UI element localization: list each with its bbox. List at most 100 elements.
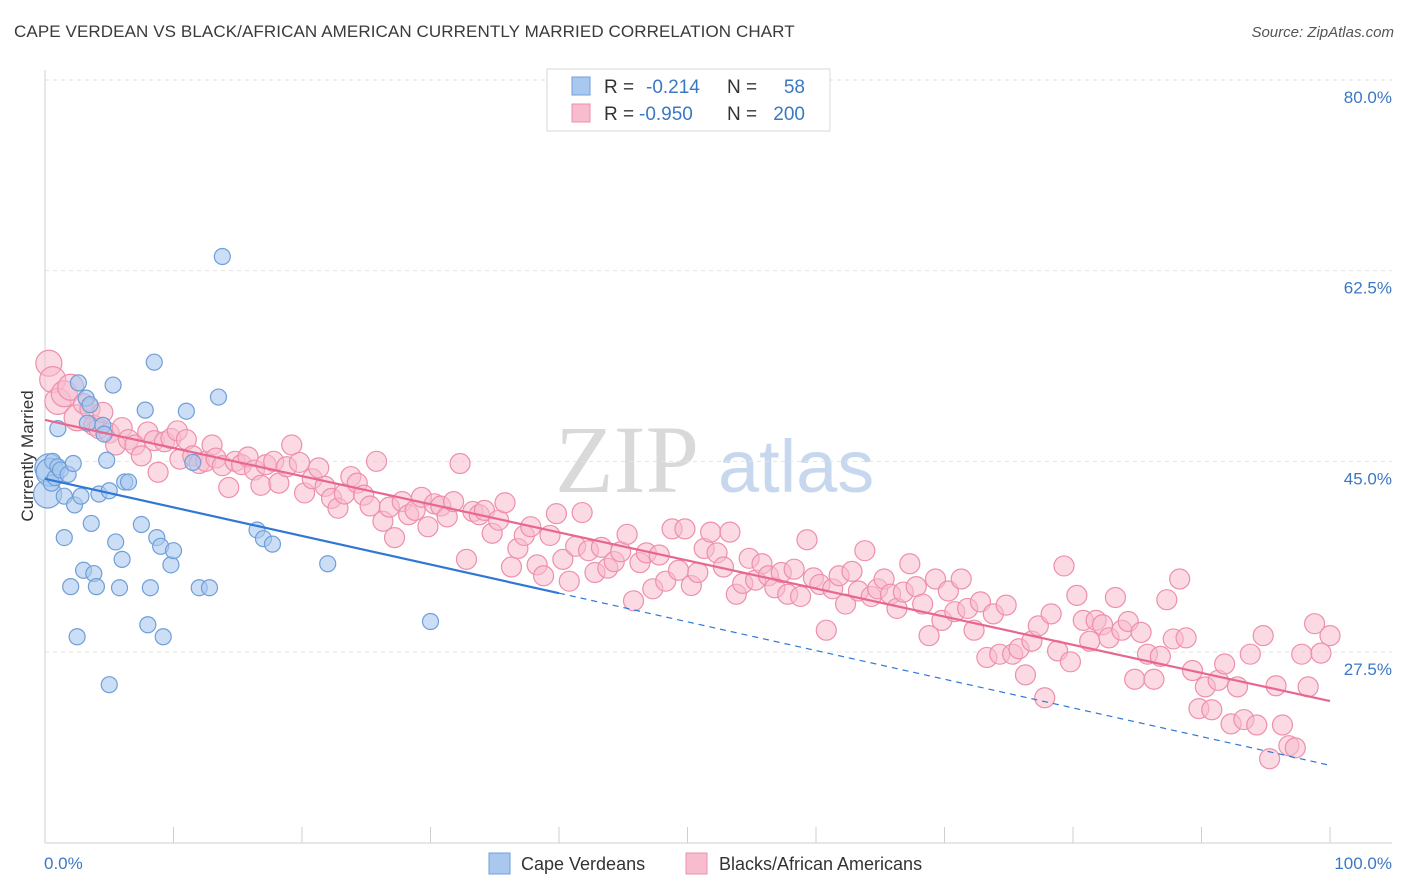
pink-point <box>1169 568 1191 590</box>
pink-point <box>218 476 240 499</box>
blue-point <box>164 542 183 560</box>
pink-point <box>147 461 169 483</box>
chart-title: CAPE VERDEAN VS BLACK/AFRICAN AMERICAN C… <box>14 22 795 41</box>
black-african-american-points <box>35 349 1341 770</box>
blue-point <box>113 550 131 568</box>
pink-point <box>1265 675 1287 697</box>
blue-point <box>141 579 159 597</box>
legend-n-label-pink: N = <box>727 104 757 125</box>
legend-swatch-black-african-americans <box>685 852 708 875</box>
pink-point <box>281 434 303 456</box>
trend-lines <box>44 418 1331 766</box>
blue-point <box>100 676 118 694</box>
pink-point <box>1149 645 1171 667</box>
pink-point <box>449 452 471 475</box>
pink-point <box>841 560 863 582</box>
legend-swatch-blue <box>571 76 591 96</box>
pink-point <box>1303 613 1326 635</box>
pink-point <box>1130 621 1152 643</box>
pink-point <box>558 570 580 592</box>
pink-point <box>1040 603 1062 625</box>
y-tick-labels: 27.5% 45.0% 62.5% 80.0% <box>1344 88 1392 679</box>
pink-point <box>1143 668 1165 690</box>
blue-point <box>68 628 86 646</box>
blue-point <box>209 388 228 406</box>
pink-point <box>383 526 406 549</box>
pink-point <box>1214 653 1236 675</box>
pink-point <box>500 556 523 578</box>
watermark-zip: ZIP <box>555 406 699 513</box>
blue-point <box>177 402 195 420</box>
pink-point <box>1124 668 1146 690</box>
stats-legend-box <box>546 68 831 132</box>
pink-point <box>1291 643 1313 665</box>
pink-point <box>1284 737 1306 759</box>
blue-point <box>421 612 440 631</box>
legend-n-value-pink: 200 <box>773 104 805 125</box>
blue-point <box>263 535 282 553</box>
blue-trend-line <box>44 477 560 595</box>
legend-r-label-blue: R = <box>604 77 634 98</box>
pink-point <box>854 540 876 562</box>
pink-point <box>1259 748 1281 770</box>
legend-r-value-blue: -0.214 <box>646 77 700 98</box>
blue-point <box>139 616 157 634</box>
pink-point <box>250 474 272 496</box>
pink-point <box>1104 586 1127 609</box>
blue-point <box>119 473 138 491</box>
cape-verdean-points <box>32 247 440 694</box>
blue-point <box>319 555 337 573</box>
pink-point <box>365 450 388 472</box>
pink-point <box>783 558 805 580</box>
pink-point <box>552 548 574 570</box>
pink-point <box>950 568 972 590</box>
pink-point <box>571 501 593 524</box>
pink-point <box>1271 714 1294 736</box>
blue-point <box>136 401 154 419</box>
pink-point <box>674 518 696 540</box>
pink-point <box>545 503 568 525</box>
blue-point <box>154 628 172 646</box>
pink-point <box>1156 589 1178 611</box>
y-tick-label-3: 80.0% <box>1344 88 1392 107</box>
pink-point <box>1239 643 1261 665</box>
x-tick-label-min: 0.0% <box>44 854 83 873</box>
blue-point <box>82 514 100 533</box>
pink-point <box>417 516 439 538</box>
pink-point <box>532 565 555 587</box>
blue-point <box>200 579 219 597</box>
blue-point <box>213 247 231 266</box>
pink-point <box>1014 664 1037 686</box>
pink-point <box>1319 625 1341 647</box>
source-credit: Source: ZipAtlas.com <box>1251 24 1394 41</box>
blue-point <box>69 374 88 392</box>
pink-point <box>1053 555 1075 577</box>
pink-point <box>443 491 465 513</box>
pink-point <box>815 619 837 641</box>
pink-point <box>899 553 921 575</box>
blue-point <box>81 396 99 414</box>
pink-point <box>1059 651 1082 673</box>
pink-point <box>130 445 152 467</box>
pink-point <box>719 521 741 543</box>
series-legend: Cape Verdeans Blacks/African Americans <box>488 852 922 875</box>
legend-r-label-pink: R = <box>604 104 634 125</box>
y-tick-label-2: 62.5% <box>1344 279 1392 298</box>
blue-point <box>87 578 106 596</box>
y-tick-label-1: 45.0% <box>1344 469 1392 488</box>
blue-point <box>64 454 82 473</box>
x-tick-label-max: 100.0% <box>1334 854 1392 873</box>
blue-point <box>98 451 116 469</box>
pink-point <box>789 585 812 608</box>
pink-point <box>700 521 722 543</box>
watermark-atlas: atlas <box>718 425 874 508</box>
blue-point <box>107 533 125 551</box>
blue-point <box>184 453 202 472</box>
blue-point <box>55 528 73 547</box>
blue-point <box>162 556 180 574</box>
blue-point <box>62 578 80 596</box>
legend-swatch-pink <box>571 103 591 123</box>
legend-label-black-african-americans: Blacks/African Americans <box>719 854 922 874</box>
pink-point <box>912 593 934 615</box>
legend-n-label-blue: N = <box>727 77 757 98</box>
